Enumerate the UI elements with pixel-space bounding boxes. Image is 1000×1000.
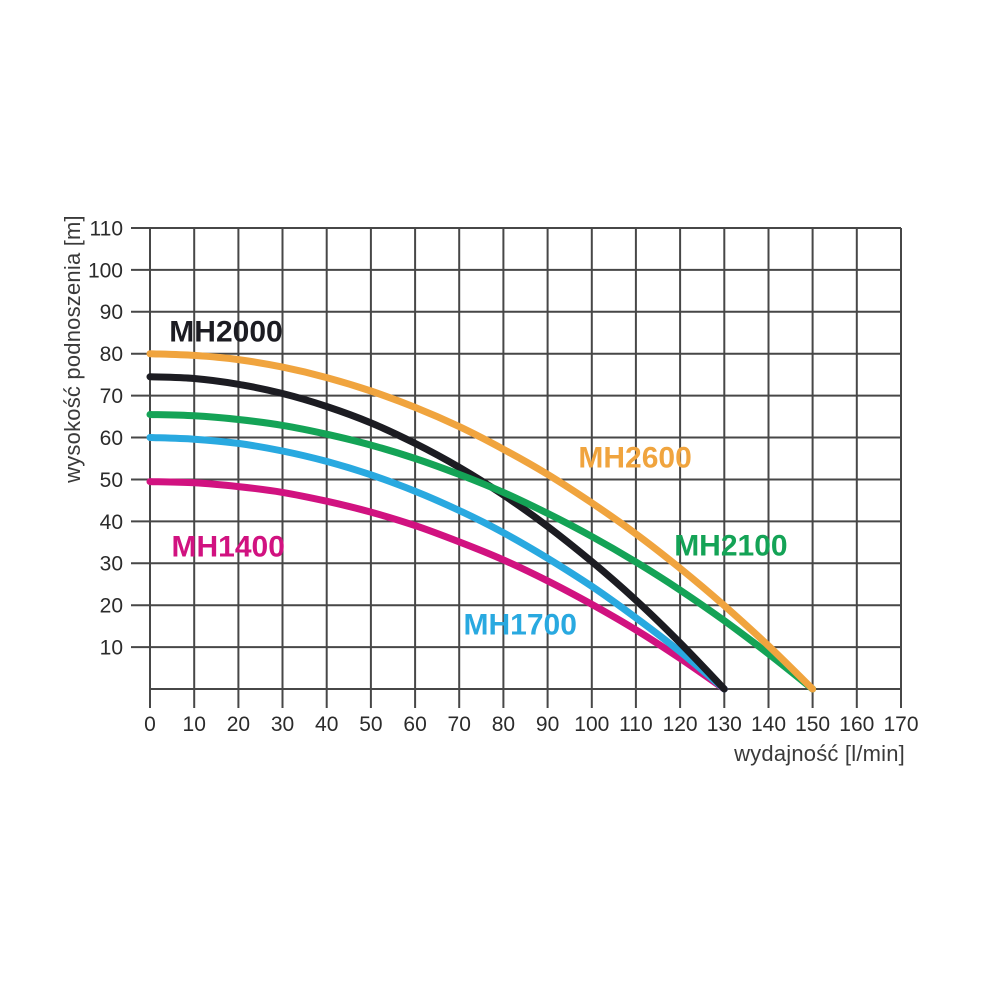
series-label-mh1700: MH1700 [463,609,576,642]
x-tick-label-140: 140 [751,713,786,736]
x-tick-label-60: 60 [403,713,426,736]
y-tick-label-50: 50 [100,469,123,492]
series-label-mh1400: MH1400 [171,531,284,564]
y-tick-label-80: 80 [100,343,123,366]
y-tick-label-20: 20 [100,595,123,618]
x-tick-label-150: 150 [795,713,830,736]
curve-mh2600 [146,350,817,693]
curve-mh1400 [146,478,728,693]
y-tick-label-110: 110 [90,217,123,240]
x-tick-label-80: 80 [492,713,515,736]
series-label-mh2000: MH2000 [169,316,282,349]
y-tick-label-10: 10 [100,636,123,659]
x-tick-label-30: 30 [271,713,294,736]
x-tick-label-70: 70 [448,713,471,736]
y-tick-label-40: 40 [100,511,123,534]
curves [146,350,817,693]
y-tick-label-90: 90 [100,301,123,324]
x-tick-label-90: 90 [536,713,559,736]
x-tick-label-10: 10 [183,713,206,736]
y-tick-label-60: 60 [100,427,123,450]
x-tick-label-120: 120 [663,713,698,736]
x-tick-label-160: 160 [839,713,874,736]
y-axis-title: wysokość podnoszenia [m] [60,215,85,483]
y-tick-label-30: 30 [100,553,123,576]
x-tick-label-110: 110 [619,713,652,736]
y-tick-label-70: 70 [100,385,123,408]
grid [131,227,902,708]
y-tick-label-100: 100 [88,259,123,282]
x-axis-title: wydajność [l/min] [734,741,905,766]
x-tick-label-50: 50 [359,713,382,736]
x-tick-label-20: 20 [227,713,250,736]
x-tick-label-100: 100 [574,713,609,736]
series-label-mh2100: MH2100 [674,529,787,562]
curve-mh1700 [146,434,728,693]
series-label-mh2600: MH2600 [578,441,691,474]
curve-mh2100 [146,411,817,693]
x-tick-label-0: 0 [144,713,156,736]
tick-labels: 0 10 20 30 40 50 60 70 80 90 100 110 120 130 140 150 160… [88,217,919,736]
x-tick-label-130: 130 [707,713,742,736]
curve-mh2000 [146,373,728,693]
x-tick-label-170: 170 [883,713,918,736]
x-tick-label-40: 40 [315,713,338,736]
series-labels: MH1400 MH1700 MH2000 MH2100 MH2600 [169,316,787,642]
